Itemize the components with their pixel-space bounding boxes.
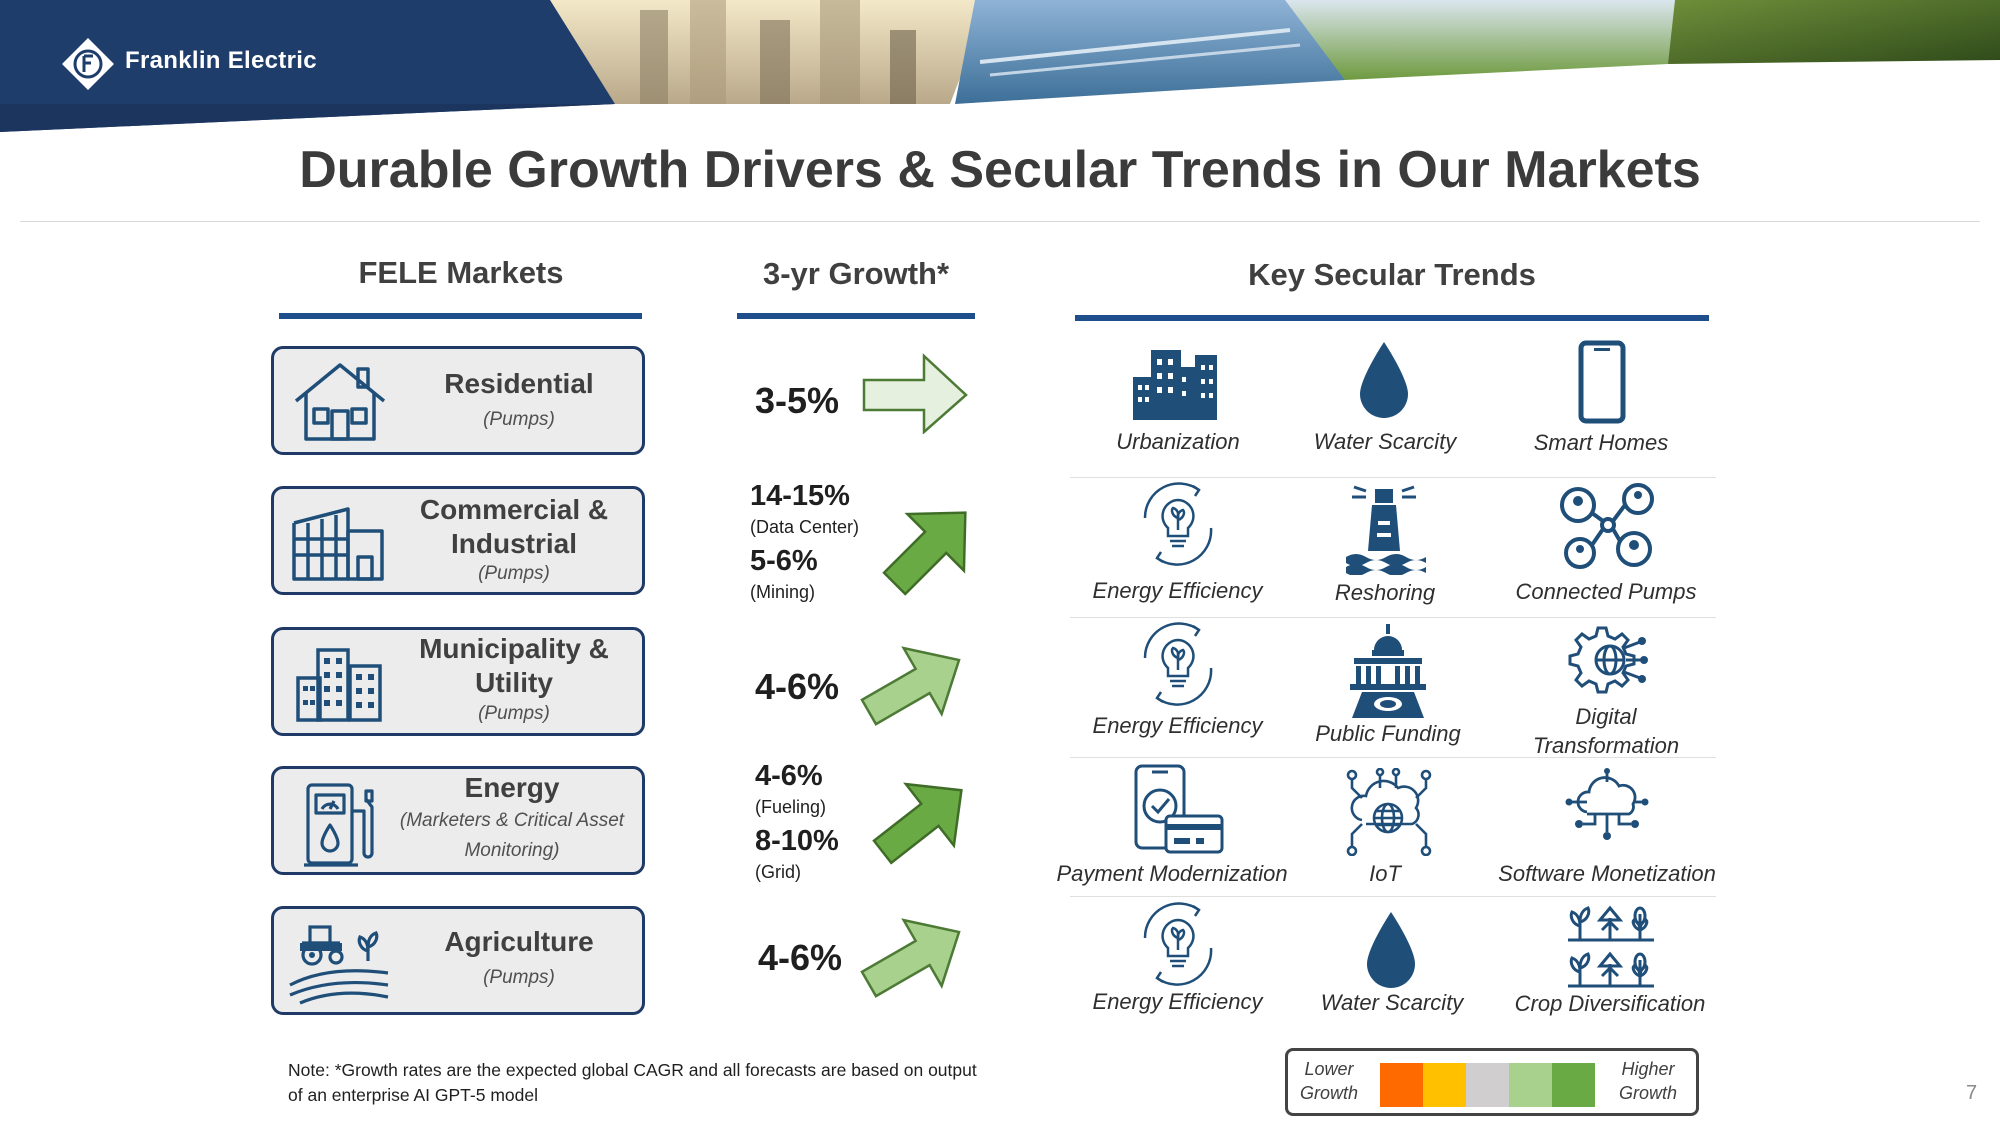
market-card-municipality-utility: Municipality & Utility (Pumps) [271, 627, 645, 736]
legend-swatch-1 [1380, 1063, 1423, 1107]
trend-label: Digital Transformation [1532, 704, 1680, 758]
trend-label: Reshoring [1334, 580, 1436, 605]
legend-swatch-3 [1466, 1063, 1509, 1107]
trends-header-bar [1075, 315, 1709, 321]
legend-high-label: Higher Growth [1618, 1059, 1678, 1103]
market-sub: (Pumps) [483, 967, 555, 988]
trend-label: Energy Efficiency [1092, 989, 1263, 1014]
growth-segment: (Fueling) [755, 797, 827, 817]
title-divider [20, 221, 1980, 222]
digital-gear-icon [1568, 626, 1648, 694]
smartphone-icon [1578, 340, 1626, 424]
market-card-energy: Energy (Marketers & Critical Asset Monit… [271, 766, 645, 875]
connected-users-icon [1560, 483, 1654, 569]
growth-segment: (Grid) [755, 862, 801, 882]
growth-arrow [872, 782, 963, 865]
growth-segment: (Mining) [750, 582, 816, 602]
mobile-payment-icon [1134, 764, 1224, 854]
legend-swatch-5 [1552, 1063, 1595, 1107]
efficiency-bulb-icon [1143, 902, 1213, 986]
trends-column-header: Key Secular Trends [1248, 257, 1536, 292]
growth-arrow [882, 511, 967, 596]
markets-header-bar [279, 313, 642, 319]
growth-header-bar [737, 313, 975, 319]
market-card-commercial-industrial: Commercial & Industrial (Pumps) [271, 486, 645, 595]
header-banner [0, 0, 2000, 132]
house-icon [294, 363, 386, 441]
growth-arrow [860, 646, 961, 726]
row-divider [1070, 477, 1716, 478]
row-divider [1070, 896, 1716, 897]
municipal-buildings-icon [296, 648, 382, 722]
iot-cloud-icon [1346, 768, 1432, 856]
page-title: Durable Growth Drivers & Secular Trends … [299, 141, 1701, 199]
market-name: Municipality & Utility [419, 633, 609, 698]
growth-value: 4-6% [755, 760, 823, 792]
capitol-funding-icon [1350, 624, 1426, 718]
footnote: Note: *Growth rates are the expected glo… [288, 1060, 977, 1105]
trend-label: Water Scarcity [1313, 429, 1457, 454]
growth-value: 4-6% [758, 937, 843, 978]
brand-name: Franklin Electric [125, 47, 317, 74]
trend-label: Crop Diversification [1514, 991, 1706, 1016]
page-number: 7 [1966, 1082, 1978, 1104]
arrow-fill-agriculture [860, 918, 961, 998]
growth-value: 8-10% [755, 825, 839, 857]
market-name: Residential [444, 368, 594, 399]
trend-label: Water Scarcity [1320, 990, 1464, 1015]
trend-label: Connected Pumps [1515, 579, 1697, 604]
arrow-fill-municipality [860, 646, 961, 726]
market-sub: (Pumps) [478, 563, 550, 584]
trend-label: Smart Homes [1533, 430, 1669, 455]
market-name: Commercial & Industrial [419, 494, 609, 559]
lighthouse-icon [1346, 485, 1426, 575]
row-divider [1070, 617, 1716, 618]
arrow-fill-energy [872, 782, 963, 865]
trend-label: IoT [1369, 861, 1401, 886]
trend-label: Energy Efficiency [1092, 578, 1263, 603]
growth-segment: (Data Center) [750, 517, 860, 537]
legend-swatch-2 [1423, 1063, 1466, 1107]
trend-label: Energy Efficiency [1092, 713, 1263, 738]
cloud-network-icon [1565, 768, 1649, 840]
water-drop-icon [1360, 342, 1408, 418]
growth-value: 5-6% [750, 545, 818, 577]
growth-value: 3-5% [755, 380, 840, 421]
growth-column-header: 3-yr Growth* [762, 256, 950, 291]
trend-label: Public Funding [1315, 721, 1461, 746]
efficiency-bulb-icon [1143, 482, 1213, 566]
water-drop-icon [1367, 912, 1415, 988]
growth-arrow [862, 353, 968, 434]
fuel-pump-icon [304, 783, 374, 867]
legend-swatch-4 [1509, 1063, 1552, 1107]
market-name: Energy [464, 772, 560, 803]
city-buildings-icon [1133, 350, 1217, 420]
market-card-residential: Residential (Pumps) [271, 346, 645, 455]
legend-low-label: Lower Growth [1299, 1059, 1359, 1103]
market-sub: (Marketers & Critical Asset Monitoring) [399, 810, 625, 861]
market-name: Agriculture [444, 926, 594, 957]
trend-label: Payment Modernization [1056, 861, 1288, 886]
efficiency-bulb-icon [1143, 622, 1213, 706]
market-sub: (Pumps) [483, 409, 555, 430]
tractor-field-icon [289, 925, 389, 1005]
franklin-logo-mark [62, 38, 114, 90]
markets-column-header: FELE Markets [358, 255, 564, 290]
growth-value: 14-15% [750, 480, 850, 512]
factory-icon [292, 507, 384, 581]
arrow-fill-commercial [882, 511, 967, 596]
market-sub: (Pumps) [478, 703, 550, 724]
market-card-agriculture: Agriculture (Pumps) [271, 906, 645, 1015]
growth-legend: Lower Growth Higher Growth [1285, 1048, 1699, 1116]
growth-value: 4-6% [755, 666, 840, 707]
row-divider [1070, 757, 1716, 758]
trend-label: Urbanization [1116, 429, 1240, 454]
arrow-fill-residential [862, 353, 968, 434]
trend-label: Software Monetization [1498, 861, 1716, 886]
crops-icon [1568, 905, 1654, 988]
growth-arrow [860, 918, 961, 998]
